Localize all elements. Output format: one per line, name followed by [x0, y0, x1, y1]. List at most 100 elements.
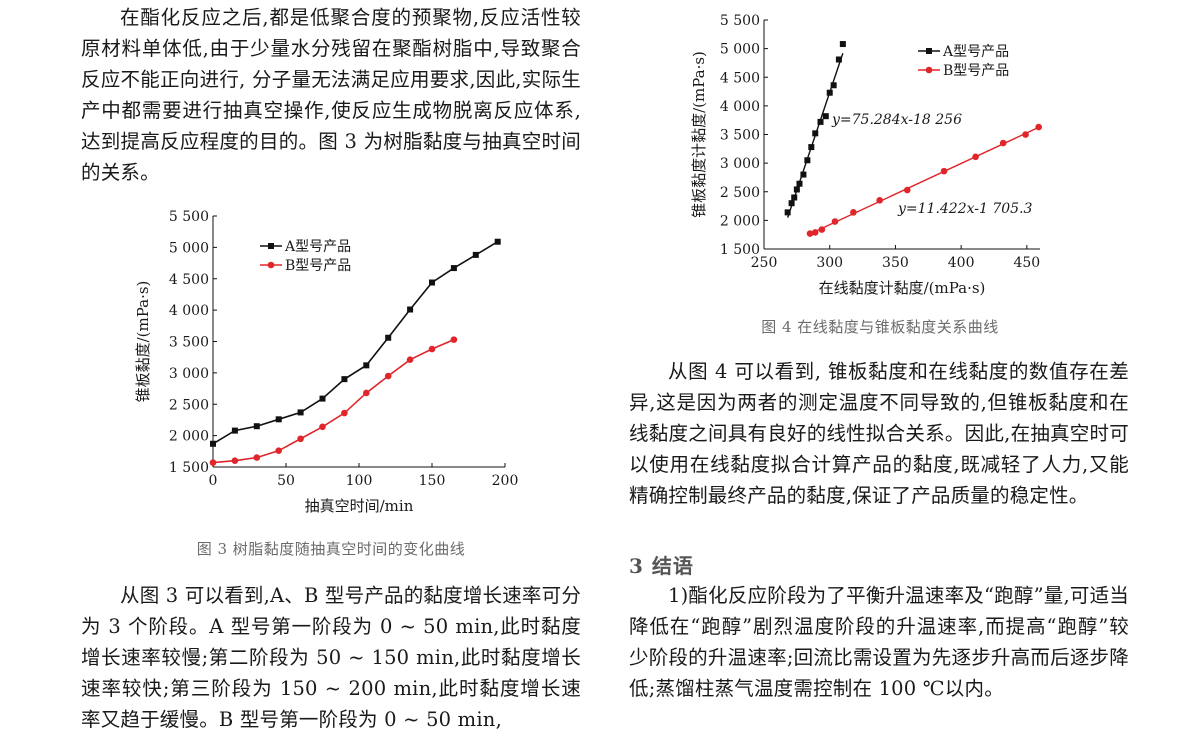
fig3-legend-label: B型号产品: [285, 258, 351, 274]
fig3-series-a: [210, 238, 501, 447]
fig4-data-point: [972, 153, 979, 161]
fig4-data-point: [812, 130, 819, 137]
fig4-y-tick-label: 3 000: [720, 156, 760, 172]
fig4-data-point: [800, 171, 807, 178]
fig4-x-axis-label: 在线黏度计黏度/(mPa·s): [819, 279, 986, 297]
fig4-y-tick-label: 5 000: [720, 42, 760, 58]
fig3-data-point: [407, 306, 414, 313]
fig4-x-tick-label: 350: [882, 255, 909, 271]
fig3-legend-entry: A型号产品: [260, 239, 351, 255]
fig3-series-b: [209, 336, 458, 466]
figure3-chart: 1 500 2 000 2 500 3 000 3 500 4 000 4 500 5 000…: [134, 209, 519, 515]
fig4-y-tick-label: 2 500: [720, 185, 760, 201]
fig3-data-point: [428, 345, 436, 353]
fig4-legend-label: A型号产品: [942, 44, 1009, 60]
figure3-caption: 图 3 树脂黏度随抽真空时间的变化曲线: [196, 540, 466, 558]
fig3-data-point: [297, 435, 304, 443]
fig3-x-axis-label: 抽真空时间/min: [305, 497, 414, 515]
fig3-data-point: [319, 395, 326, 402]
fig4-data-point: [806, 230, 814, 237]
left-top-paragraph: 在酯化反应之后,都是低聚合度的预聚物,反应活性较原材料单体低,由于少量水分残留在…: [81, 6, 581, 184]
fig3-data-point: [363, 389, 370, 397]
fig3-data-point: [472, 251, 479, 258]
fig3-data-point: [210, 440, 216, 447]
fig4-data-point: [793, 186, 800, 193]
fig4-y-tick-label: 1 500: [720, 242, 760, 258]
fig3-data-point: [209, 459, 217, 466]
fig4-data-point: [788, 200, 795, 207]
fig3-data-point: [275, 416, 282, 423]
fig3-data-point: [384, 372, 392, 380]
fig3-y-tick-label: 3 500: [169, 335, 209, 351]
fig4-data-point: [839, 41, 846, 48]
fig3-data-point: [363, 362, 370, 369]
fig3-x-tick-label: 200: [492, 473, 519, 489]
fig3-data-point: [406, 356, 414, 363]
fig3-data-point: [231, 457, 239, 465]
fig4-data-point: [830, 82, 837, 89]
fig3-data-point: [450, 336, 458, 343]
fig3-data-point: [494, 238, 501, 245]
fig3-y-axis-label: 锥板黏度/(mPa·s): [134, 281, 152, 403]
fig3-legend-marker: [268, 243, 274, 249]
fig4-legend-label: B型号产品: [943, 63, 1009, 79]
fig3-data-point: [275, 447, 282, 454]
fig4-y-tick-label: 2 000: [720, 213, 760, 229]
fig4-data-point: [822, 113, 829, 120]
fig3-y-tick-label: 2 000: [169, 429, 209, 445]
fig4-legend-entry: B型号产品: [918, 63, 1009, 79]
fig3-data-point: [429, 279, 435, 286]
fig4-fit-equation: y=11.422x-1 705.3: [897, 201, 1033, 217]
fig3-y-tick-label: 3 000: [169, 366, 209, 382]
conclusion-paragraph: 1)酯化反应阶段为了平衡升温速率及“跑醇”量,可适当降低在“跑醇”剧烈温度阶段的…: [629, 584, 1129, 700]
fig3-data-point: [385, 334, 392, 341]
fig4-data-point: [831, 218, 839, 225]
fig3-data-point: [231, 427, 238, 434]
fig4-series-a: [784, 41, 846, 218]
fig3-x-tick-label: 150: [419, 473, 446, 489]
fig4-legend-entry: A型号产品: [918, 44, 1009, 60]
fig4-data-point: [850, 209, 857, 216]
fig3-x-tick-label: 0: [209, 473, 218, 489]
fig3-legend-label: A型号产品: [284, 239, 351, 255]
fig4-legend-marker: [925, 66, 933, 74]
fig4-data-point: [826, 89, 833, 96]
fig3-data-point: [341, 409, 348, 417]
right-paragraph: 从图 4 可以看到, 锥板黏度和在线黏度的数值存在差异,这是因为两者的测定温度不…: [629, 360, 1129, 507]
fig4-fit-line: [809, 126, 1039, 235]
fig3-data-point: [450, 265, 457, 272]
fig3-y-tick-label: 1 500: [169, 460, 209, 476]
fig3-y-tick-label: 4 000: [169, 303, 209, 319]
fig3-data-point: [253, 454, 261, 461]
fig4-data-point: [804, 157, 811, 164]
fig3-data-point: [341, 376, 348, 383]
section-heading: 3 结语: [629, 554, 694, 578]
fig4-data-point: [817, 118, 824, 125]
fig4-data-point: [796, 180, 803, 187]
fig3-legend-marker: [267, 261, 275, 269]
fig4-data-point: [818, 226, 826, 233]
left-bottom-paragraph: 从图 3 可以看到,A、B 型号产品的黏度增长速率可分为 3 个阶段。A 型号第…: [81, 584, 582, 731]
fig4-series-b: [806, 123, 1042, 237]
fig3-y-tick-label: 2 500: [169, 397, 209, 413]
fig4-x-tick-label: 250: [751, 255, 778, 271]
figure4-caption: 图 4 在线黏度与锥板黏度关系曲线: [761, 318, 999, 336]
fig4-data-point: [903, 186, 911, 194]
fig4-y-tick-label: 4 500: [720, 70, 760, 86]
figure4-chart: 1 500 2 000 2 500 3 000 3 500 4 000 4 500 5 000…: [690, 13, 1042, 297]
fig4-data-point: [808, 144, 815, 151]
fig4-data-point: [876, 197, 883, 204]
fig4-data-point: [811, 229, 819, 236]
fig3-data-point: [297, 409, 304, 416]
fig4-data-point: [1035, 123, 1042, 131]
fig4-data-point: [999, 139, 1007, 147]
fig3-series-line: [212, 338, 455, 464]
fig3-x-tick-label: 50: [277, 473, 295, 489]
fig4-fit-equation: y=75.284x-18 256: [831, 112, 962, 128]
fig4-data-point: [940, 167, 948, 175]
fig4-data-point: [784, 209, 791, 216]
fig4-y-tick-label: 5 500: [720, 13, 760, 29]
fig4-x-tick-label: 450: [1013, 255, 1040, 271]
fig3-series-line: [212, 241, 499, 445]
fig3-y-tick-label: 5 000: [169, 240, 209, 256]
